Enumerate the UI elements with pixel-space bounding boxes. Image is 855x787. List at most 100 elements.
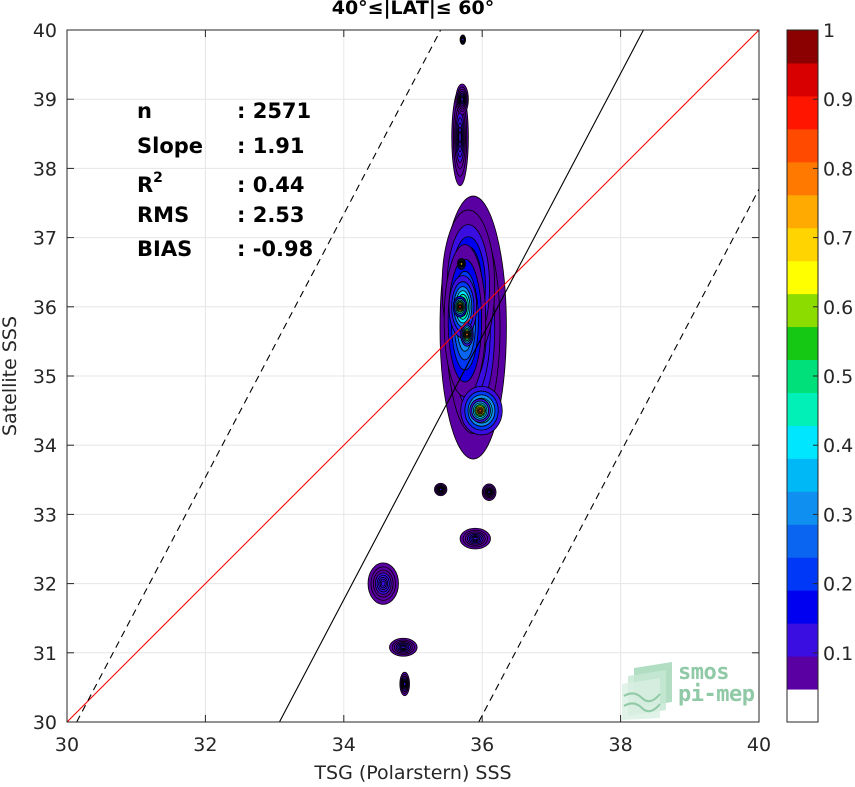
contour-level <box>460 96 464 102</box>
stat-slope: Slope: 1.91 <box>137 129 313 164</box>
density-blob <box>452 296 468 318</box>
density-blob <box>459 34 466 45</box>
colorbar-bin <box>787 623 818 657</box>
x-tick-label: 32 <box>193 734 217 756</box>
stat-rms-label: RMS <box>137 202 190 227</box>
colorbar: 0.1 0.2 0.3 0.4 0.5 0.6 0.7 0.8 0.9 1 <box>786 20 853 723</box>
colorbar-tick-label: 0.9 <box>823 89 853 111</box>
colorbar-bin <box>787 425 818 459</box>
colorbar-bin <box>787 392 818 426</box>
x-tick-label: 30 <box>55 734 79 756</box>
contour-level <box>465 332 469 337</box>
density-blob <box>459 527 491 550</box>
colorbar-bin <box>787 260 818 295</box>
density-blob <box>481 483 497 501</box>
contour-level <box>461 38 465 42</box>
y-tick-label: 38 <box>33 158 57 180</box>
colorbar-bin <box>787 128 818 163</box>
y-tick-label: 30 <box>33 712 57 734</box>
stat-r2: R2 : 0.44 <box>137 163 313 198</box>
colorbar-tick-label: 0.4 <box>823 435 853 457</box>
contour-level <box>478 408 482 413</box>
colorbar-tick-label: 0.3 <box>823 504 853 526</box>
colorbar-bin <box>787 161 818 196</box>
colorbar-bin <box>787 30 818 64</box>
line-fit <box>278 30 644 722</box>
line-lower-bound <box>478 188 759 722</box>
x-tick-label: 36 <box>470 734 494 756</box>
contour-level <box>487 490 491 494</box>
stat-bias-value: : -0.98 <box>237 237 314 261</box>
contour-level <box>458 305 462 309</box>
x-axis-label: TSG (Polarstern) SSS <box>313 762 511 784</box>
y-tick-label: 36 <box>33 297 57 319</box>
y-tick-label: 37 <box>33 228 57 250</box>
stat-rms: RMS : 2.53 <box>137 198 313 233</box>
colorbar-tick-label: 0.2 <box>823 574 853 596</box>
y-tick-label: 31 <box>33 643 57 665</box>
contour-level <box>403 682 407 686</box>
smos-pimep-logo: smos pi-mep <box>622 660 762 720</box>
stat-bias-label: BIAS <box>137 237 193 261</box>
stat-r2-label: R <box>137 173 154 197</box>
contour-level <box>458 131 462 144</box>
colorbar-bin <box>787 227 818 262</box>
y-tick-label: 39 <box>33 89 57 111</box>
density-blob <box>455 83 469 115</box>
contour-level <box>439 487 443 492</box>
x-tick-label: 38 <box>609 734 633 756</box>
colorbar-bin <box>787 194 818 229</box>
colorbar-bin <box>787 62 818 97</box>
y-tick-label: 34 <box>33 435 57 457</box>
logo-text-smos: smos <box>678 660 729 685</box>
y-tick-label: 35 <box>33 366 57 388</box>
line-identity <box>67 30 759 722</box>
axes: 30 32 34 36 38 40 30 31 32 33 34 35 36 37 38 39 40 <box>33 20 771 756</box>
colorbar-bin <box>787 95 818 130</box>
y-axis-label: Satellite SSS <box>0 316 21 436</box>
colorbar-bin <box>787 557 818 591</box>
stat-slope-label: Slope <box>137 133 204 158</box>
density-blob <box>456 257 466 270</box>
y-tick-label: 40 <box>33 20 57 42</box>
stat-r2-sup: 2 <box>153 170 163 186</box>
colorbar-bin <box>787 656 818 690</box>
stat-r2-value: : 0.44 <box>237 173 305 197</box>
chart-title: 40°≤|LAT|≤ 60° <box>331 0 495 19</box>
colorbar-tick-label: 0.1 <box>823 643 853 665</box>
x-tick-label: 34 <box>332 734 356 756</box>
colorbar-bin <box>787 326 818 361</box>
stats-box: n : 2571 Slope: 1.91 R2 : 0.44 RMS : 2.53 B… <box>137 94 313 267</box>
stat-n: n : 2571 <box>137 94 313 129</box>
colorbar-bin <box>787 524 818 558</box>
colorbar-tick-label: 0.6 <box>823 297 853 319</box>
reference-lines <box>67 30 759 722</box>
colorbar-tick-label: 1 <box>823 20 835 42</box>
colorbar-tick-label: 0.5 <box>823 366 853 388</box>
density-contours <box>367 34 507 697</box>
logo-text-pimep: pi-mep <box>678 682 755 707</box>
contour-level <box>459 262 464 266</box>
density-blob <box>367 562 399 605</box>
density-blob <box>469 398 491 423</box>
density-blob <box>399 671 410 697</box>
colorbar-bin <box>787 293 818 328</box>
colorbar-tick-label: 0.8 <box>823 158 853 180</box>
density-blob <box>389 637 418 657</box>
colorbar-bin <box>787 491 818 525</box>
colorbar-bin <box>787 359 818 393</box>
x-tick-label: 40 <box>747 734 771 756</box>
stat-n-value: : 2571 <box>237 99 312 123</box>
stat-rms-value: : 2.53 <box>237 202 305 227</box>
line-upper-bound <box>76 30 442 722</box>
logo-waves-icon <box>622 662 672 720</box>
density-blob <box>434 482 448 497</box>
contour-level <box>381 580 386 587</box>
y-tick-label: 32 <box>33 574 57 596</box>
density-blob <box>451 88 469 187</box>
colorbar-bin <box>787 689 818 723</box>
colorbar-bin <box>787 590 818 624</box>
stat-n-label: n <box>137 99 152 123</box>
contour-level <box>473 536 478 541</box>
